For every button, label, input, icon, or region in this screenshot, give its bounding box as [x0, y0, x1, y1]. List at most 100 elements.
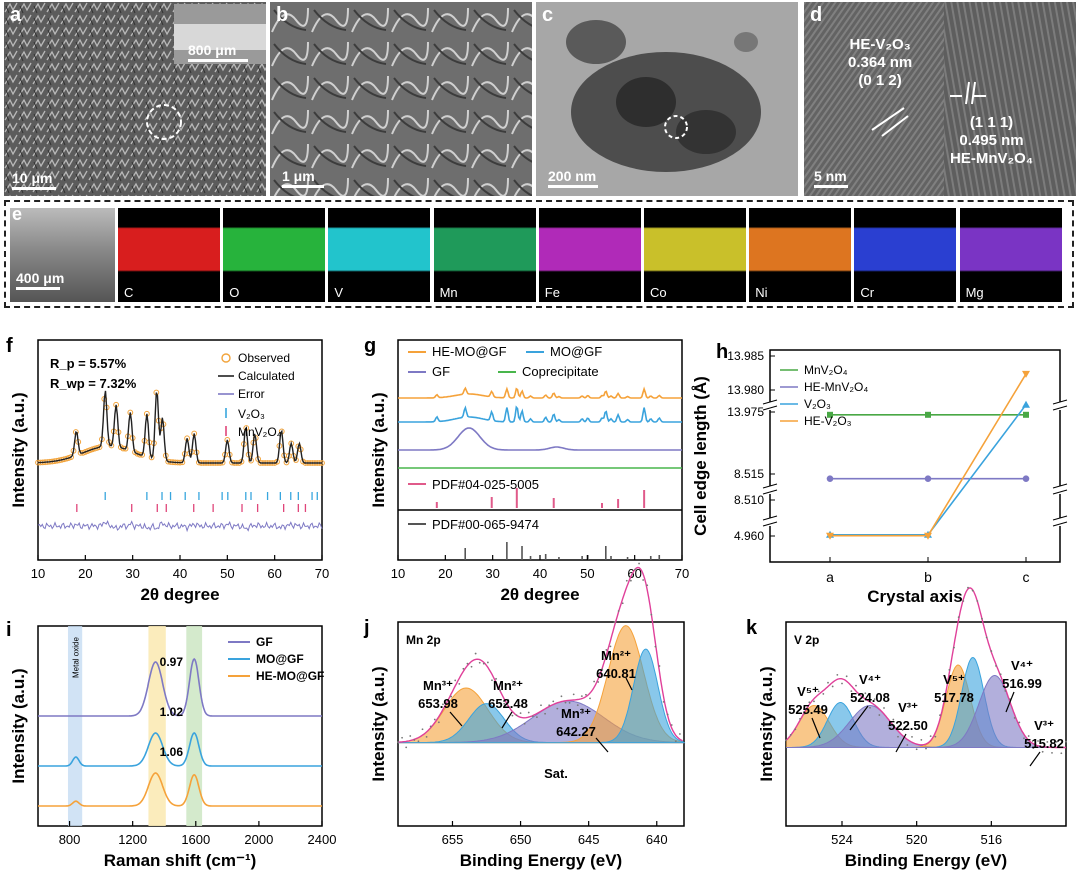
hrtem-right-annotation: (1 1 1) 0.495 nm HE-MnV₂O₄: [950, 114, 1033, 168]
raw-point: [429, 725, 432, 728]
callout-arrow: [625, 677, 633, 691]
peak-value: 517.78: [934, 690, 974, 705]
panel-label-b: b: [276, 4, 289, 26]
eds-map-label: Co: [650, 285, 667, 300]
observed-point: [46, 458, 53, 465]
observed-point: [252, 435, 259, 441]
peak-value: 642.27: [556, 724, 596, 739]
raw-point: [421, 728, 424, 731]
eds-map-label: Cr: [860, 285, 875, 300]
id-ig-ratio: 1.06: [160, 745, 184, 759]
legend-marker-observed: [221, 353, 231, 363]
eds-map-c: C: [118, 208, 220, 302]
observed-point: [179, 459, 186, 466]
raw-point: [442, 703, 444, 706]
observed-point: [295, 443, 302, 450]
axis-break-mark: [1052, 521, 1068, 527]
plot-frame: [769, 349, 1061, 563]
observed-point: [250, 439, 257, 446]
callout-arrow: [895, 733, 907, 753]
x-axis-label: 2θ degree: [140, 585, 219, 604]
observed-point: [205, 460, 212, 466]
panel-label-h: h: [716, 341, 728, 363]
raw-point: [789, 733, 792, 736]
raw-point: [552, 700, 555, 703]
observed-point: [151, 440, 157, 447]
raw-point: [572, 693, 575, 696]
raw-point: [482, 662, 485, 665]
ref-label-a: PDF#04-025-5005: [432, 477, 539, 492]
highlight-circle: [146, 104, 182, 140]
peak-label: Mn²⁺: [493, 678, 523, 693]
panel-a: a 800 μm 10 μm: [4, 2, 266, 196]
left-d-spacing: 0.364 nm: [848, 54, 913, 71]
raw-point: [613, 621, 616, 624]
raw-point: [576, 704, 579, 707]
raw-point: [1004, 690, 1007, 692]
raw-point: [511, 714, 514, 717]
x-tick-label: 800: [59, 832, 81, 847]
raw-point: [646, 584, 649, 587]
raw-point: [621, 602, 624, 605]
callout-arrow: [1029, 751, 1041, 767]
legend-label: V₂O₃: [804, 397, 831, 411]
panel-label-k: k: [746, 617, 758, 639]
observed-point: [49, 458, 56, 465]
observed-point: [212, 460, 219, 466]
panel-label-g: g: [364, 335, 376, 357]
g-band: [186, 626, 203, 826]
observed-point: [255, 456, 262, 462]
observed-point: [99, 436, 105, 443]
raw-point: [634, 568, 636, 571]
raw-point: [654, 645, 657, 648]
x-tick-label: 30: [485, 566, 499, 581]
observed-point: [236, 460, 243, 466]
observed-point: [106, 439, 112, 445]
x-tick-label: 70: [315, 566, 329, 581]
marker: [1022, 475, 1030, 482]
observed-point: [271, 460, 278, 466]
observed-point: [241, 441, 247, 447]
panel-label-i: i: [6, 619, 12, 641]
panel-label-c: c: [542, 4, 554, 26]
panel-label-j: j: [363, 617, 370, 639]
callout-arrow: [595, 737, 609, 753]
peak-label: V⁵⁺: [797, 684, 819, 699]
raw-point: [883, 707, 885, 709]
observed-point: [222, 451, 228, 458]
raw-point: [873, 698, 876, 701]
observed-point: [191, 430, 198, 437]
title-j: Mn 2p: [406, 633, 441, 647]
left-hkl: (0 1 2): [858, 72, 902, 89]
raw-point: [981, 617, 983, 620]
raw-point: [474, 652, 477, 655]
x-axis-label: Binding Energy (eV): [460, 851, 622, 870]
peak-value: 516.99: [1002, 676, 1042, 691]
x-axis-label: Binding Energy (eV): [845, 851, 1007, 870]
raw-point: [662, 700, 665, 703]
observed-point: [226, 451, 233, 458]
x-tick-label: 30: [125, 566, 139, 581]
y-axis-label-h: Cell edge length (Å): [691, 376, 710, 536]
eds-map-label: Mn: [439, 285, 458, 300]
y-axis-label-g: Intensity (a.u.): [369, 392, 388, 507]
panel-b: b 1 μm: [270, 2, 532, 196]
raw-point: [466, 662, 469, 665]
raw-point: [425, 735, 428, 738]
observed-point: [319, 460, 325, 466]
x-tick-label: 60: [267, 566, 281, 581]
raw-point: [568, 701, 571, 704]
raw-point: [527, 711, 530, 714]
observed-point: [312, 460, 318, 466]
raw-point: [446, 703, 448, 705]
axis-break: [766, 518, 774, 526]
x-tick-label: 524: [831, 832, 853, 847]
axis-break-mark: [1052, 483, 1068, 489]
observed-point: [300, 458, 306, 465]
raw-point: [638, 562, 640, 565]
raw-point: [548, 704, 551, 707]
raw-point: [841, 682, 843, 685]
fit-component: [398, 703, 684, 744]
raw-point: [609, 645, 612, 648]
legend-label: V₂O₃: [238, 407, 265, 421]
